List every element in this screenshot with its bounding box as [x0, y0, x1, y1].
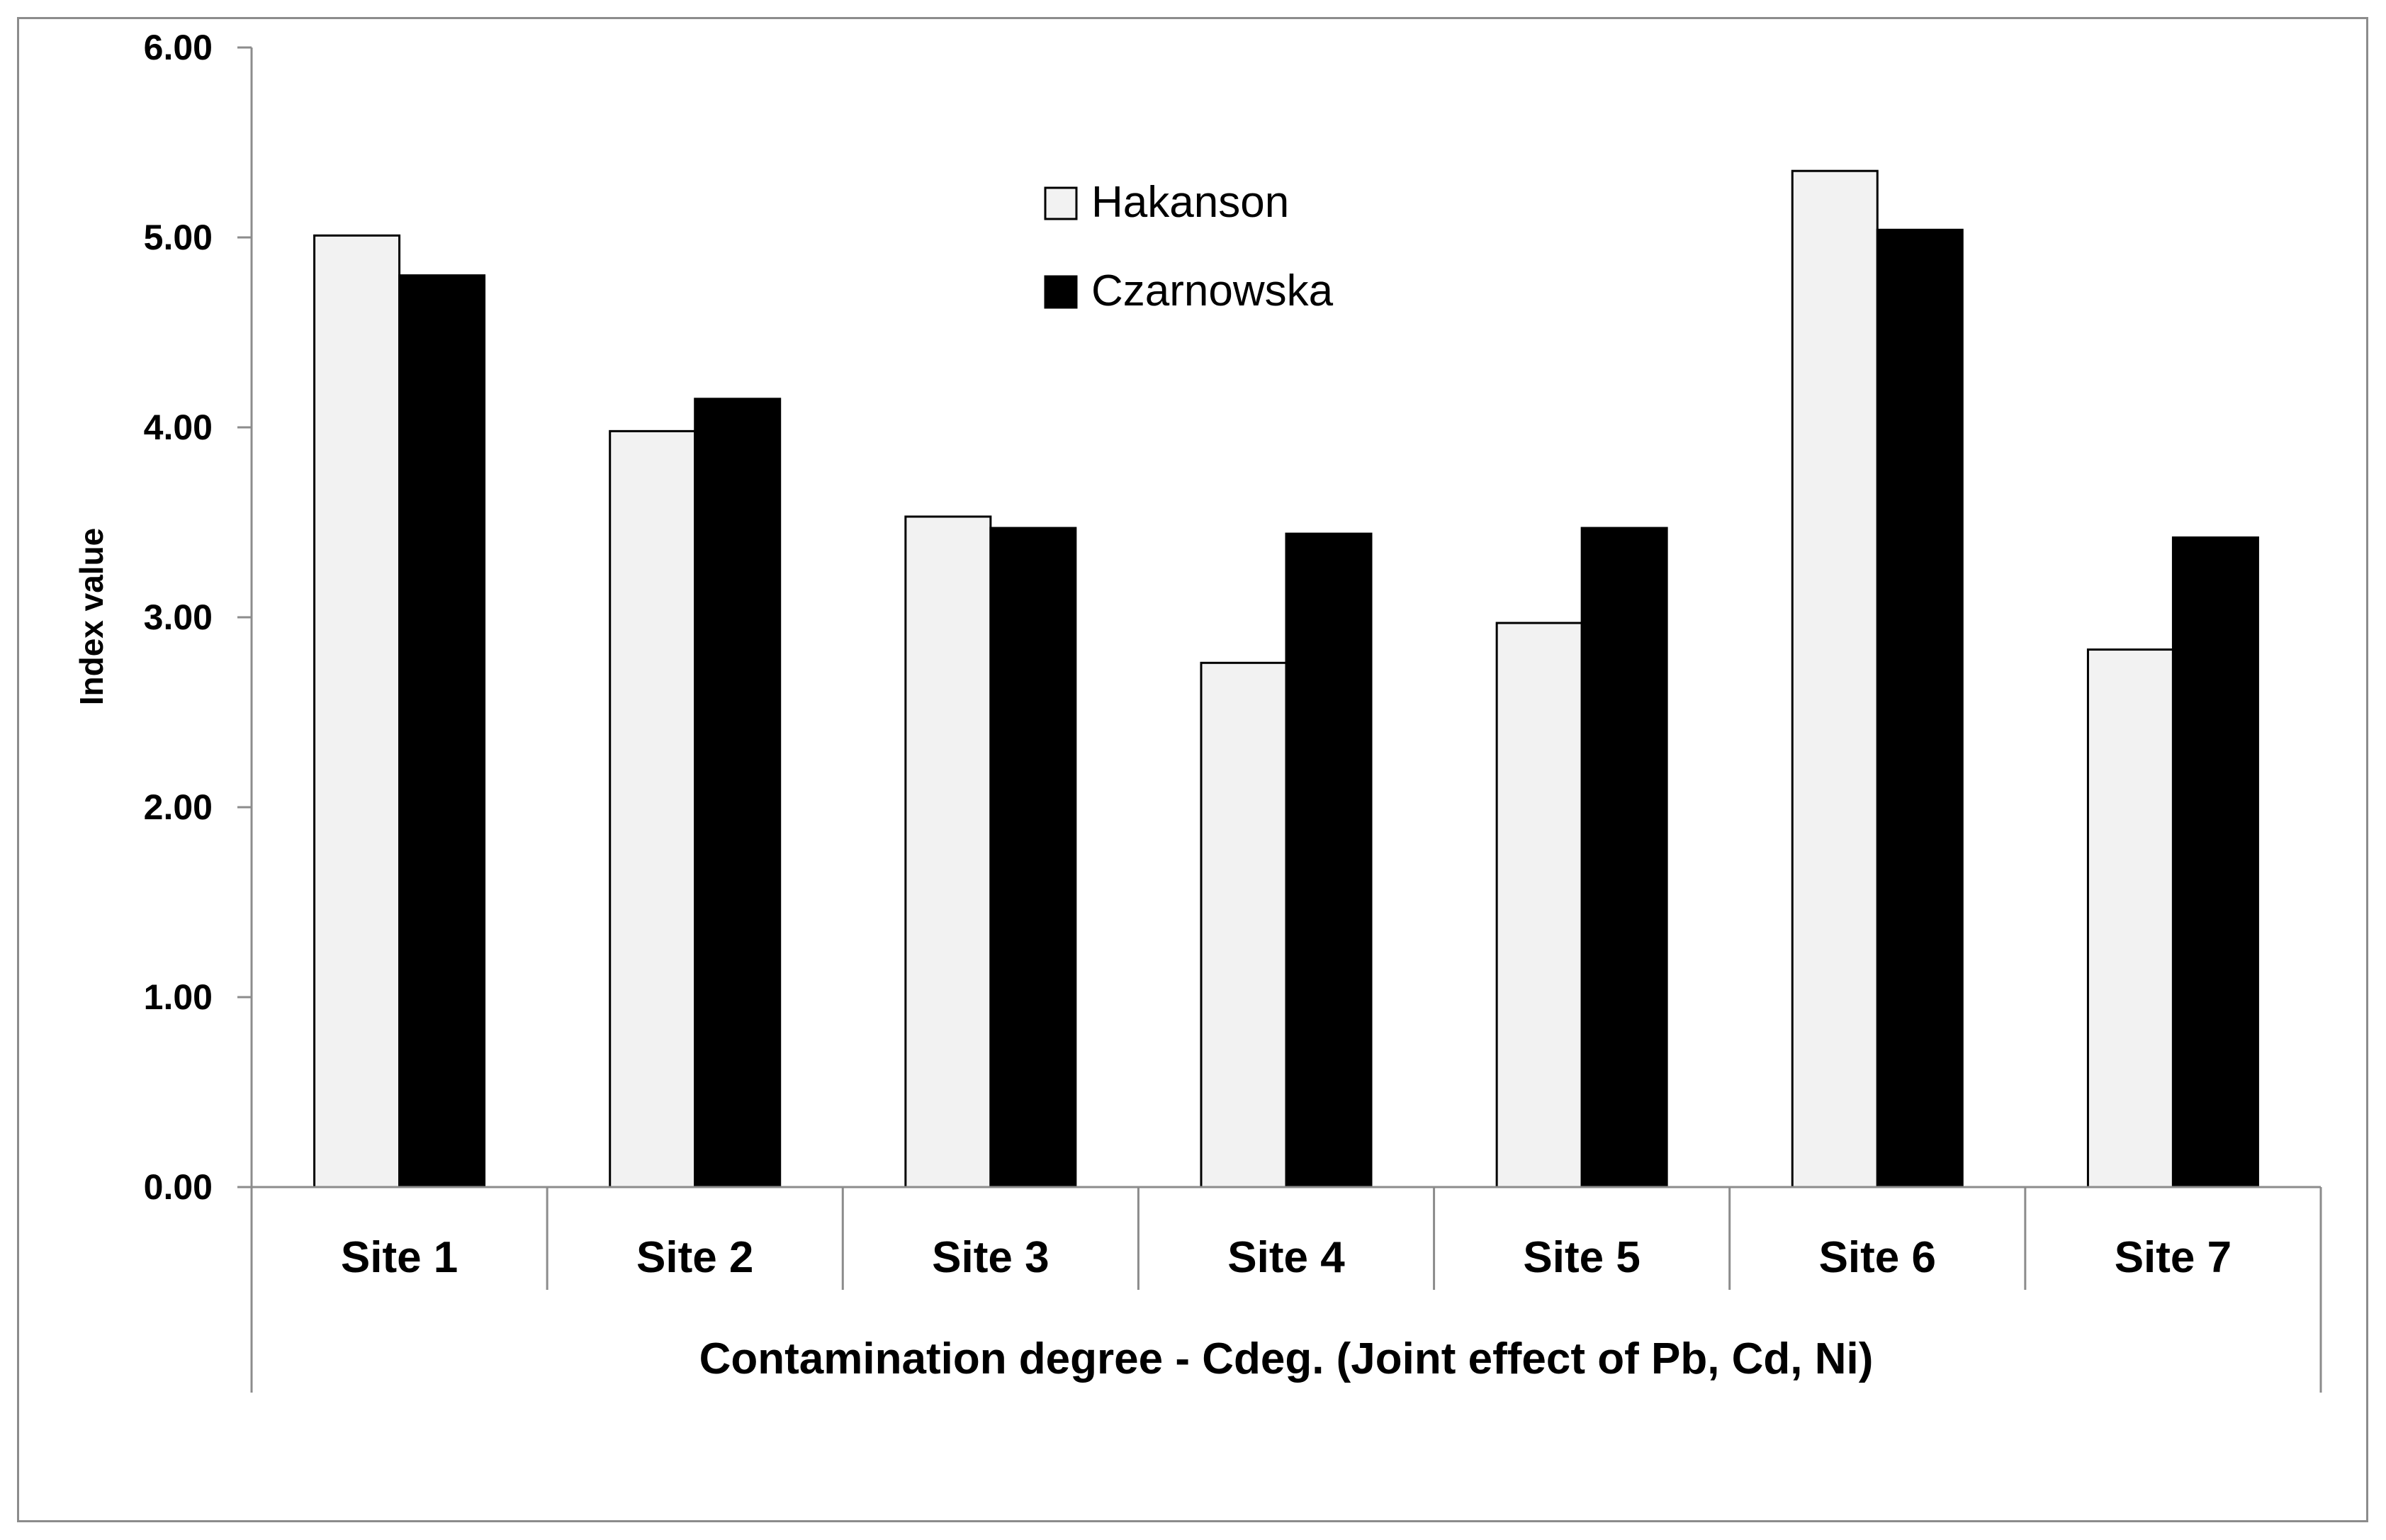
- legend: Hakanson Czarnowska: [1044, 178, 1334, 315]
- bars-layer: [313, 169, 2259, 1188]
- bar-czarnowska-site-5: [1580, 527, 1668, 1188]
- bar-hakanson-site-7: [2086, 648, 2174, 1188]
- bar-hakanson-site-3: [904, 515, 992, 1188]
- bar-czarnowska-site-2: [694, 398, 782, 1188]
- bar-hakanson-site-6: [1791, 169, 1879, 1188]
- bar-czarnowska-site-1: [398, 274, 486, 1188]
- x-tick-label: Site 2: [636, 1233, 753, 1282]
- y-tick-label: 1.00: [144, 977, 213, 1017]
- x-tick-label: Site 6: [1819, 1233, 1936, 1282]
- legend-swatch-czarnowska: [1044, 275, 1078, 309]
- bar-hakanson-site-1: [313, 234, 401, 1188]
- legend-label-hakanson: Hakanson: [1091, 178, 1289, 227]
- bar-czarnowska-site-4: [1285, 532, 1373, 1188]
- bar-czarnowska-site-3: [989, 527, 1077, 1188]
- x-tick-label: Site 4: [1227, 1233, 1345, 1282]
- bar-czarnowska-site-6: [1876, 228, 1964, 1188]
- bar-hakanson-site-5: [1495, 622, 1583, 1188]
- x-tick-label: Site 1: [341, 1233, 458, 1282]
- bar-hakanson-site-2: [609, 429, 697, 1188]
- labels-layer: 0.00 1.00 2.00 3.00 4.00 5.00 6.00 Site 1 Site 2…: [73, 28, 2232, 1383]
- y-tick-label: 0.00: [144, 1167, 213, 1207]
- y-axis-title: Index value: [73, 528, 110, 706]
- legend-swatch-hakanson: [1044, 186, 1078, 220]
- x-tick-label: Site 3: [932, 1233, 1049, 1282]
- legend-label-czarnowska: Czarnowska: [1091, 266, 1334, 315]
- bar-hakanson-site-4: [1200, 661, 1288, 1188]
- x-axis-title: Contamination degree - Cdeg. (Joint effe…: [699, 1334, 1874, 1383]
- y-tick-label: 5.00: [144, 218, 213, 257]
- y-tick-label: 6.00: [144, 28, 213, 67]
- y-tick-label: 3.00: [144, 597, 213, 637]
- bar-czarnowska-site-7: [2171, 536, 2259, 1188]
- y-tick-label: 2.00: [144, 787, 213, 827]
- x-tick-label: Site 7: [2115, 1233, 2232, 1282]
- x-tick-label: Site 5: [1523, 1233, 1640, 1282]
- axes-layer: [237, 46, 2322, 1393]
- y-tick-label: 4.00: [144, 408, 213, 447]
